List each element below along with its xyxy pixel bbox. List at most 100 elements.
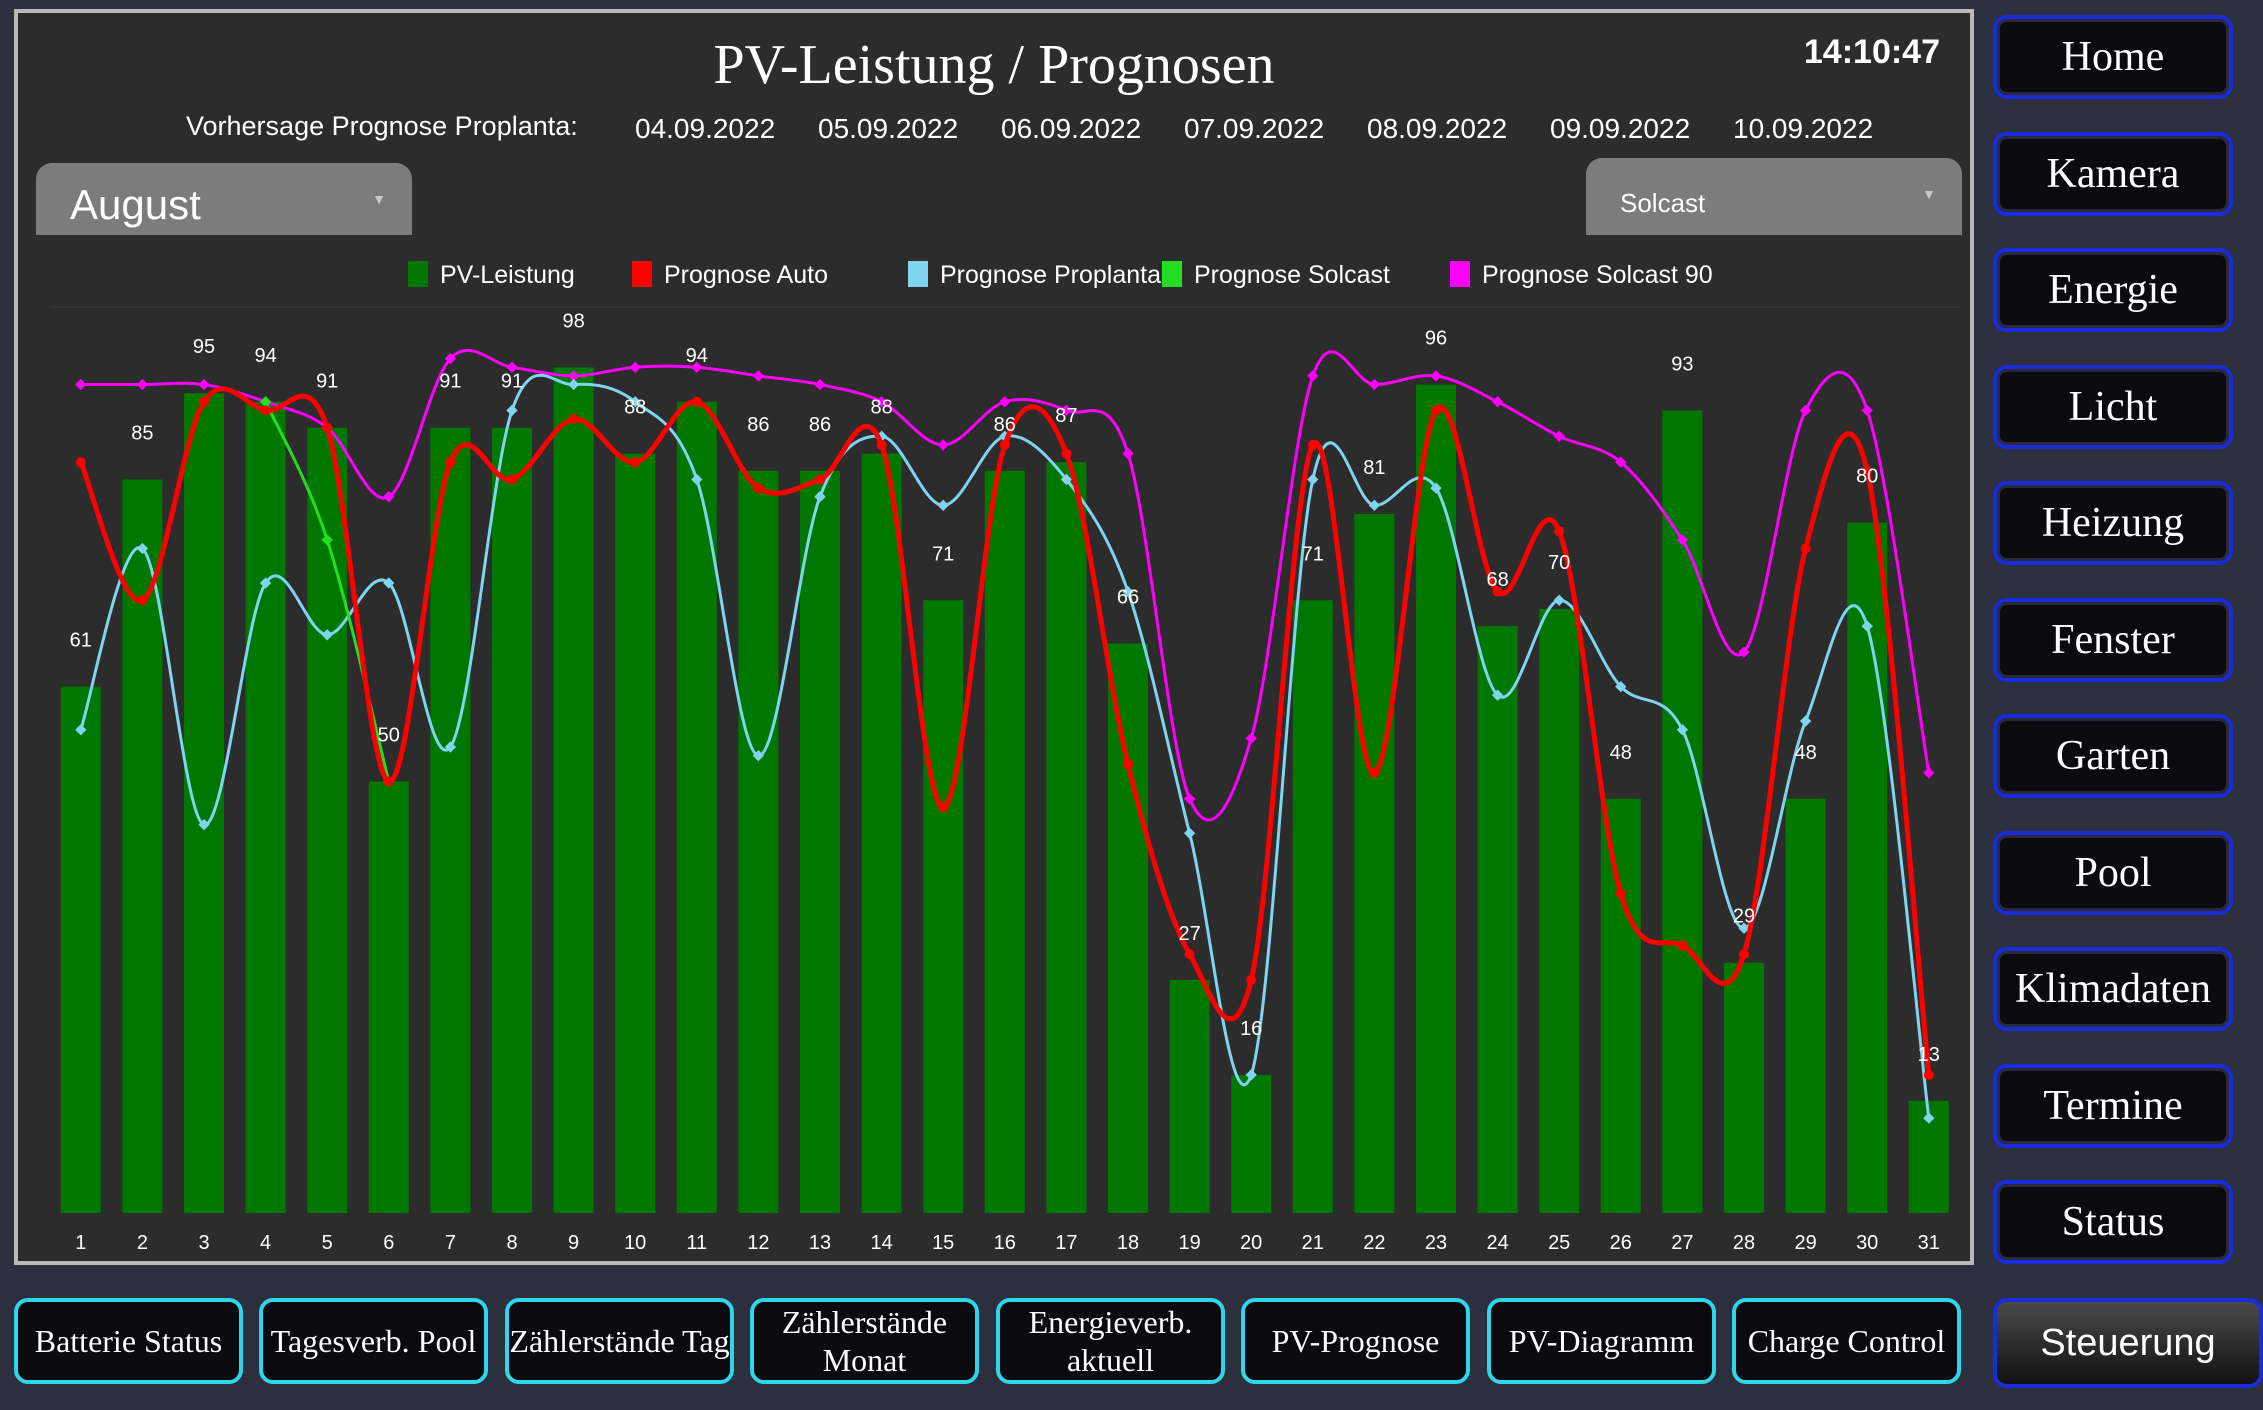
nav-pool[interactable]: Pool bbox=[1993, 831, 2233, 915]
point-prognose-solcast-90 bbox=[567, 370, 580, 382]
x-tick-label: 27 bbox=[1671, 1232, 1693, 1254]
nav-status[interactable]: Status bbox=[1993, 1180, 2233, 1264]
nav-termine[interactable]: Termine bbox=[1993, 1064, 2233, 1148]
point-prognose-auto bbox=[383, 776, 394, 787]
btn-zaehlerstaende-tag[interactable]: Zählerstände Tag bbox=[505, 1298, 734, 1384]
point-prognose-auto bbox=[1431, 405, 1441, 416]
point-prognose-auto bbox=[815, 474, 825, 485]
point-prognose-solcast-90 bbox=[1183, 793, 1196, 805]
btn-pv-diagramm[interactable]: PV-Diagramm bbox=[1487, 1298, 1716, 1384]
nav-licht[interactable]: Licht bbox=[1993, 365, 2233, 449]
x-tick-label: 18 bbox=[1117, 1232, 1139, 1254]
point-prognose-solcast-90 bbox=[136, 378, 149, 391]
forecast-label: Vorhersage Prognose Proplanta: bbox=[186, 111, 578, 141]
x-tick-label: 16 bbox=[994, 1232, 1016, 1254]
point-prognose-solcast bbox=[259, 396, 272, 408]
source-dropdown[interactable]: Solcast ▼ bbox=[1586, 158, 1962, 235]
x-tick-label: 9 bbox=[568, 1232, 579, 1254]
bar bbox=[1108, 643, 1148, 1213]
forecast-date: 05.09.2022 bbox=[818, 113, 959, 144]
point-prognose-proplanta bbox=[629, 396, 641, 408]
bar bbox=[60, 686, 101, 1213]
point-prognose-solcast-90 bbox=[1615, 456, 1627, 468]
point-prognose-proplanta bbox=[1553, 594, 1565, 606]
point-prognose-proplanta bbox=[1122, 585, 1134, 598]
point-prognose-solcast-90 bbox=[1676, 534, 1689, 546]
point-prognose-proplanta bbox=[814, 491, 826, 503]
btn-zaehlerstaende-monat[interactable]: Zählerstände Monat bbox=[750, 1298, 979, 1384]
data-label: 68 bbox=[1486, 569, 1508, 591]
legend-swatch bbox=[1162, 261, 1182, 287]
btn-pv-prognose[interactable]: PV-Prognose bbox=[1241, 1298, 1470, 1384]
bar bbox=[1292, 600, 1333, 1213]
point-prognose-auto bbox=[876, 439, 887, 450]
data-label: 88 bbox=[624, 397, 646, 419]
data-label: 80 bbox=[1856, 466, 1878, 488]
nav-heizung[interactable]: Heizung bbox=[1993, 481, 2233, 565]
bar bbox=[1662, 410, 1703, 1213]
nav-fenster[interactable]: Fenster bbox=[1993, 598, 2233, 682]
data-label: 71 bbox=[1302, 543, 1324, 565]
point-prognose-auto bbox=[753, 483, 764, 494]
source-dropdown-value: Solcast bbox=[1620, 188, 1706, 218]
x-tick-label: 13 bbox=[809, 1232, 831, 1254]
x-tick-label: 26 bbox=[1610, 1232, 1632, 1254]
point-prognose-auto bbox=[1554, 526, 1565, 537]
point-prognose-proplanta bbox=[1430, 482, 1442, 494]
legend-swatch bbox=[632, 261, 652, 287]
x-tick-label: 30 bbox=[1856, 1232, 1878, 1254]
nav-home[interactable]: Home bbox=[1993, 15, 2233, 99]
x-tick-label: 3 bbox=[198, 1232, 209, 1254]
x-tick-label: 6 bbox=[383, 1232, 394, 1254]
nav-garten[interactable]: Garten bbox=[1993, 714, 2233, 798]
legend-label: Prognose Solcast 90 bbox=[1482, 261, 1713, 289]
point-prognose-proplanta bbox=[691, 473, 703, 486]
pv-chart: PV-Leistung Prognose Auto Prognose Proplan… bbox=[50, 261, 1960, 1254]
btn-energieverb-aktuell[interactable]: Energieverb. aktuell bbox=[996, 1298, 1225, 1384]
bar bbox=[676, 401, 717, 1213]
x-tick-label: 28 bbox=[1733, 1232, 1755, 1254]
point-prognose-solcast-90 bbox=[1923, 767, 1935, 779]
forecast-date: 04.09.2022 bbox=[635, 113, 776, 144]
point-prognose-solcast-90 bbox=[999, 396, 1011, 408]
point-prognose-auto bbox=[1800, 543, 1811, 554]
data-label: 50 bbox=[378, 725, 400, 747]
month-dropdown-value: August bbox=[70, 181, 201, 228]
x-tick-label: 8 bbox=[506, 1232, 517, 1254]
data-label: 27 bbox=[1178, 923, 1200, 945]
data-label: 70 bbox=[1548, 552, 1570, 574]
x-tick-label: 21 bbox=[1302, 1232, 1324, 1254]
btn-batterie-status[interactable]: Batterie Status bbox=[14, 1298, 243, 1384]
btn-steuerung[interactable]: Steuerung bbox=[1993, 1298, 2263, 1388]
bar bbox=[984, 470, 1025, 1213]
point-prognose-proplanta bbox=[1491, 689, 1504, 701]
point-prognose-auto bbox=[1184, 949, 1195, 960]
nav-energie[interactable]: Energie bbox=[1993, 248, 2233, 332]
x-tick-label: 20 bbox=[1240, 1232, 1262, 1254]
point-prognose-auto bbox=[1923, 1069, 1934, 1080]
data-label: 91 bbox=[316, 371, 338, 393]
data-label: 91 bbox=[439, 371, 461, 393]
point-prognose-auto bbox=[568, 414, 579, 425]
point-prognose-auto bbox=[630, 457, 641, 468]
point-prognose-proplanta bbox=[1307, 473, 1319, 486]
btn-charge-control[interactable]: Charge Control bbox=[1732, 1298, 1961, 1384]
bar bbox=[553, 367, 594, 1213]
point-prognose-solcast-90 bbox=[75, 378, 87, 391]
nav-klimadaten[interactable]: Klimadaten bbox=[1993, 947, 2233, 1031]
point-prognose-auto bbox=[1246, 974, 1257, 985]
month-dropdown[interactable]: August ▼ bbox=[36, 163, 412, 235]
btn-tagesverb-pool[interactable]: Tagesverb. Pool bbox=[259, 1298, 488, 1384]
point-prognose-solcast-90 bbox=[814, 378, 826, 391]
forecast-date: 08.09.2022 bbox=[1367, 113, 1508, 144]
forecast-date: 09.09.2022 bbox=[1550, 113, 1691, 144]
bar bbox=[245, 401, 286, 1213]
legend-swatch bbox=[408, 261, 428, 287]
point-prognose-auto bbox=[1677, 940, 1688, 951]
legend-label: PV-Leistung bbox=[440, 261, 575, 289]
nav-kamera[interactable]: Kamera bbox=[1993, 132, 2233, 216]
chevron-down-icon: ▼ bbox=[1922, 186, 1936, 202]
point-prognose-proplanta bbox=[1799, 715, 1812, 727]
point-prognose-proplanta bbox=[75, 724, 87, 736]
point-prognose-auto bbox=[1492, 586, 1503, 597]
